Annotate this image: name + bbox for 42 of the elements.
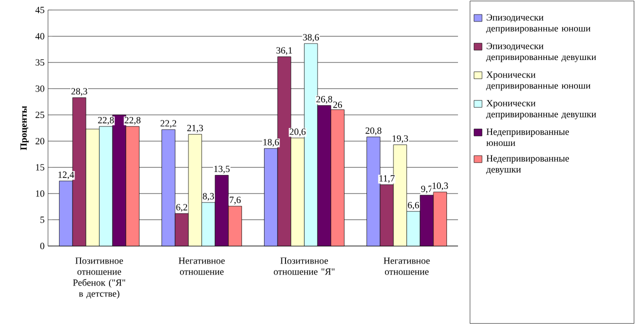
data-label: 22,8	[124, 116, 140, 125]
y-tick-label: 10	[36, 190, 44, 197]
y-tick-label: 30	[36, 85, 44, 92]
legend-label: Хронически депривированные юноши	[486, 71, 590, 91]
y-tick-label: 0	[40, 242, 44, 250]
data-label: 19,3	[392, 135, 408, 144]
data-label: 8,3	[202, 193, 214, 201]
y-tick-label: 40	[35, 33, 44, 40]
y-tick-label: 20	[36, 138, 44, 144]
legend-label: Недепривированные девушки	[486, 155, 569, 175]
legend-label: Недепривированные юноши	[486, 128, 569, 146]
data-label: 38,6	[303, 34, 319, 42]
data-label: 26,8	[316, 96, 332, 104]
x-tick-label: Негативное отношение	[384, 258, 430, 275]
y-tick-label: 35	[36, 59, 44, 66]
data-label: 7,6	[230, 196, 241, 204]
data-label: 21,3	[187, 124, 203, 133]
data-label: 13,5	[214, 166, 230, 174]
data-label: 20,8	[366, 127, 382, 136]
y-tick-label: 15	[36, 164, 44, 171]
data-label: 10,3	[432, 182, 448, 190]
data-label: 20,6	[290, 128, 306, 136]
x-tick-label: Позитивное отношение Ребенок ("Я" в детстве)	[73, 258, 126, 299]
legend-label: Эпизодически депривированные девушки	[486, 42, 596, 62]
data-label: 36,1	[276, 47, 292, 55]
x-tick-label: Позитивное отношение "Я"	[274, 258, 334, 275]
data-label: 26	[333, 102, 342, 108]
y-tick-label: 5	[40, 216, 44, 223]
data-label: 12,4	[58, 172, 74, 180]
data-label: 6,2	[176, 204, 188, 212]
data-label: 6,6	[408, 202, 420, 210]
data-label: 11,7	[379, 175, 395, 183]
legend-label: Эпизодически депривированные юноши	[486, 14, 590, 34]
data-label: 22,2	[160, 120, 176, 128]
data-label: 22,8	[98, 116, 114, 125]
y-tick-label: 45	[35, 6, 44, 14]
x-tick-label: Негативное отношение	[178, 258, 225, 275]
y-axis-title: Проценты	[20, 106, 29, 150]
legend-label: Хронически депривированные девушки	[486, 100, 596, 120]
data-label: 28,3	[71, 88, 88, 96]
y-tick-label: 25	[36, 112, 44, 118]
data-label: 18,6	[263, 139, 279, 147]
